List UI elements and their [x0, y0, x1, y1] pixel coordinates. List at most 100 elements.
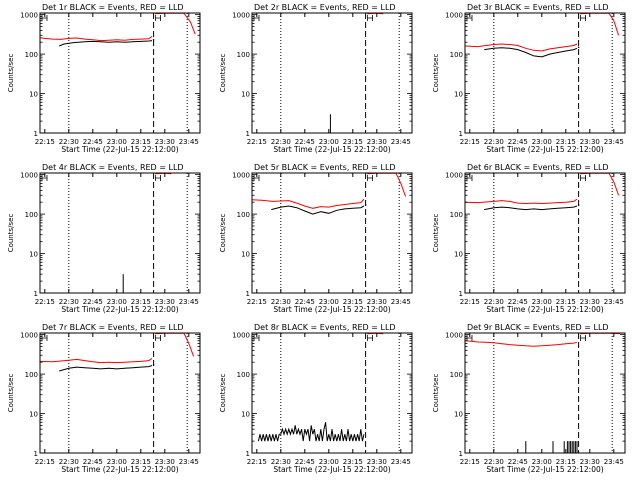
range-bracket-symbol — [580, 15, 586, 21]
range-bracket-symbol — [367, 335, 373, 341]
plot-frame — [251, 172, 413, 294]
panel-title: Det 8r BLACK = Events, RED = LLD — [254, 323, 396, 332]
y-tick-label: 100 — [25, 371, 38, 379]
x-tick-label: 22:30 — [59, 298, 79, 306]
x-axis-label: Start Time (22-Jul-15 22:12:00) — [273, 145, 390, 154]
x-tick-label: 23:30 — [155, 138, 175, 146]
series-events-line — [59, 365, 153, 372]
y-tick-label: 1000 — [20, 12, 38, 20]
x-tick-label: 23:00 — [319, 458, 339, 466]
y-tick-label: 1 — [459, 130, 463, 138]
y-tick-label: 10 — [454, 411, 463, 419]
range-bracket-symbol — [41, 175, 48, 181]
y-tick-label: 1 — [246, 290, 250, 298]
x-tick-label: 23:15 — [131, 298, 151, 306]
x-tick-label: 22:15 — [35, 298, 55, 306]
x-tick-label: 23:00 — [532, 138, 552, 146]
panel-title: Det 4r BLACK = Events, RED = LLD — [42, 163, 184, 172]
x-tick-label: 23:30 — [155, 458, 175, 466]
x-tick-label: 23:15 — [131, 138, 151, 146]
series-events-line — [484, 47, 578, 58]
range-bracket-symbol — [367, 15, 373, 21]
x-tick-label: 22:30 — [271, 458, 291, 466]
plot-frame — [251, 12, 413, 134]
x-axis-label: Start Time (22-Jul-15 22:12:00) — [486, 145, 603, 154]
x-tick-label: 23:30 — [155, 298, 175, 306]
y-tick-label: 1 — [34, 450, 38, 458]
x-tick-label: 22:45 — [508, 138, 528, 146]
y-tick-label: 100 — [450, 211, 463, 219]
y-tick-label: 1000 — [445, 12, 463, 20]
x-tick-label: 23:45 — [391, 458, 411, 466]
panel-title: Det 2r BLACK = Events, RED = LLD — [254, 3, 396, 12]
x-tick-label: 22:15 — [247, 458, 267, 466]
range-bracket-symbol — [466, 175, 473, 181]
y-tick-label: 1000 — [445, 172, 463, 180]
y-tick-label: 10 — [454, 91, 463, 99]
series-events-line — [257, 422, 365, 442]
x-tick-label: 22:15 — [35, 138, 55, 146]
y-axis-label: Counts/sec — [7, 214, 15, 253]
panel-title: Det 9r BLACK = Events, RED = LLD — [467, 323, 609, 332]
panel-title: Det 6r BLACK = Events, RED = LLD — [467, 163, 609, 172]
x-tick-label: 23:45 — [604, 298, 624, 306]
y-tick-label: 10 — [454, 251, 463, 259]
range-bracket-symbol — [367, 175, 373, 181]
panel-title: Det 5r BLACK = Events, RED = LLD — [254, 163, 396, 172]
x-tick-label: 22:45 — [295, 138, 315, 146]
range-bracket-symbol — [466, 15, 473, 21]
series-lld-line — [251, 198, 365, 209]
x-tick-label: 23:00 — [107, 298, 127, 306]
x-tick-label: 23:00 — [532, 458, 552, 466]
x-tick-label: 22:45 — [508, 458, 528, 466]
x-tick-label: 23:15 — [343, 298, 363, 306]
panel-8: Det 8r BLACK = Events, RED = LLD 22:15 22:… — [219, 323, 413, 474]
x-tick-label: 23:30 — [367, 298, 387, 306]
y-axis-label: Counts/sec — [432, 374, 440, 413]
x-tick-label: 22:45 — [295, 458, 315, 466]
y-tick-label: 1 — [34, 290, 38, 298]
series-lld-line — [39, 35, 153, 42]
y-tick-label: 10 — [241, 411, 250, 419]
plot-frame — [39, 12, 201, 134]
x-tick-label: 23:15 — [343, 138, 363, 146]
range-bracket-symbol — [466, 335, 473, 341]
x-tick-label: 23:00 — [532, 298, 552, 306]
y-axis-label: Counts/sec — [432, 54, 440, 93]
x-axis-label: Start Time (22-Jul-15 22:12:00) — [273, 305, 390, 314]
series-events-line — [484, 205, 578, 211]
x-tick-label: 23:30 — [367, 458, 387, 466]
x-tick-label: 23:15 — [556, 458, 576, 466]
y-tick-label: 1 — [459, 450, 463, 458]
series-events-point — [577, 46, 580, 48]
y-tick-label: 10 — [241, 251, 250, 259]
range-bracket-symbol — [253, 175, 260, 181]
x-tick-label: 23:45 — [179, 458, 199, 466]
y-tick-label: 10 — [29, 411, 38, 419]
y-tick-label: 1 — [459, 290, 463, 298]
range-bracket-symbol — [580, 175, 586, 181]
panel-title: Det 1r BLACK = Events, RED = LLD — [42, 3, 184, 12]
range-bracket-symbol — [41, 15, 48, 21]
y-axis-label: Counts/sec — [219, 54, 227, 93]
y-tick-label: 100 — [25, 211, 38, 219]
x-tick-label: 23:45 — [391, 298, 411, 306]
x-tick-label: 23:00 — [107, 458, 127, 466]
y-tick-label: 1000 — [232, 12, 250, 20]
x-axis-label: Start Time (22-Jul-15 22:12:00) — [486, 465, 603, 474]
series-events-point — [152, 364, 155, 366]
plot-frame — [464, 332, 626, 454]
panel-title: Det 7r BLACK = Events, RED = LLD — [42, 323, 184, 332]
panel-7: Det 7r BLACK = Events, RED = LLD 22:15 22:… — [7, 323, 201, 474]
x-tick-label: 22:30 — [59, 138, 79, 146]
range-bracket-symbol — [41, 335, 48, 341]
range-bracket-symbol — [155, 175, 161, 181]
x-tick-label: 22:45 — [295, 298, 315, 306]
panel-5: Det 5r BLACK = Events, RED = LLD 22:15 22:… — [219, 163, 413, 314]
panel-9: Det 9r BLACK = Events, RED = LLD 22:15 22:… — [432, 323, 626, 474]
y-axis-label: Counts/sec — [219, 214, 227, 253]
x-tick-label: 22:45 — [83, 298, 103, 306]
y-tick-label: 100 — [25, 51, 38, 59]
plot-frame — [464, 12, 626, 134]
x-tick-label: 23:15 — [343, 458, 363, 466]
